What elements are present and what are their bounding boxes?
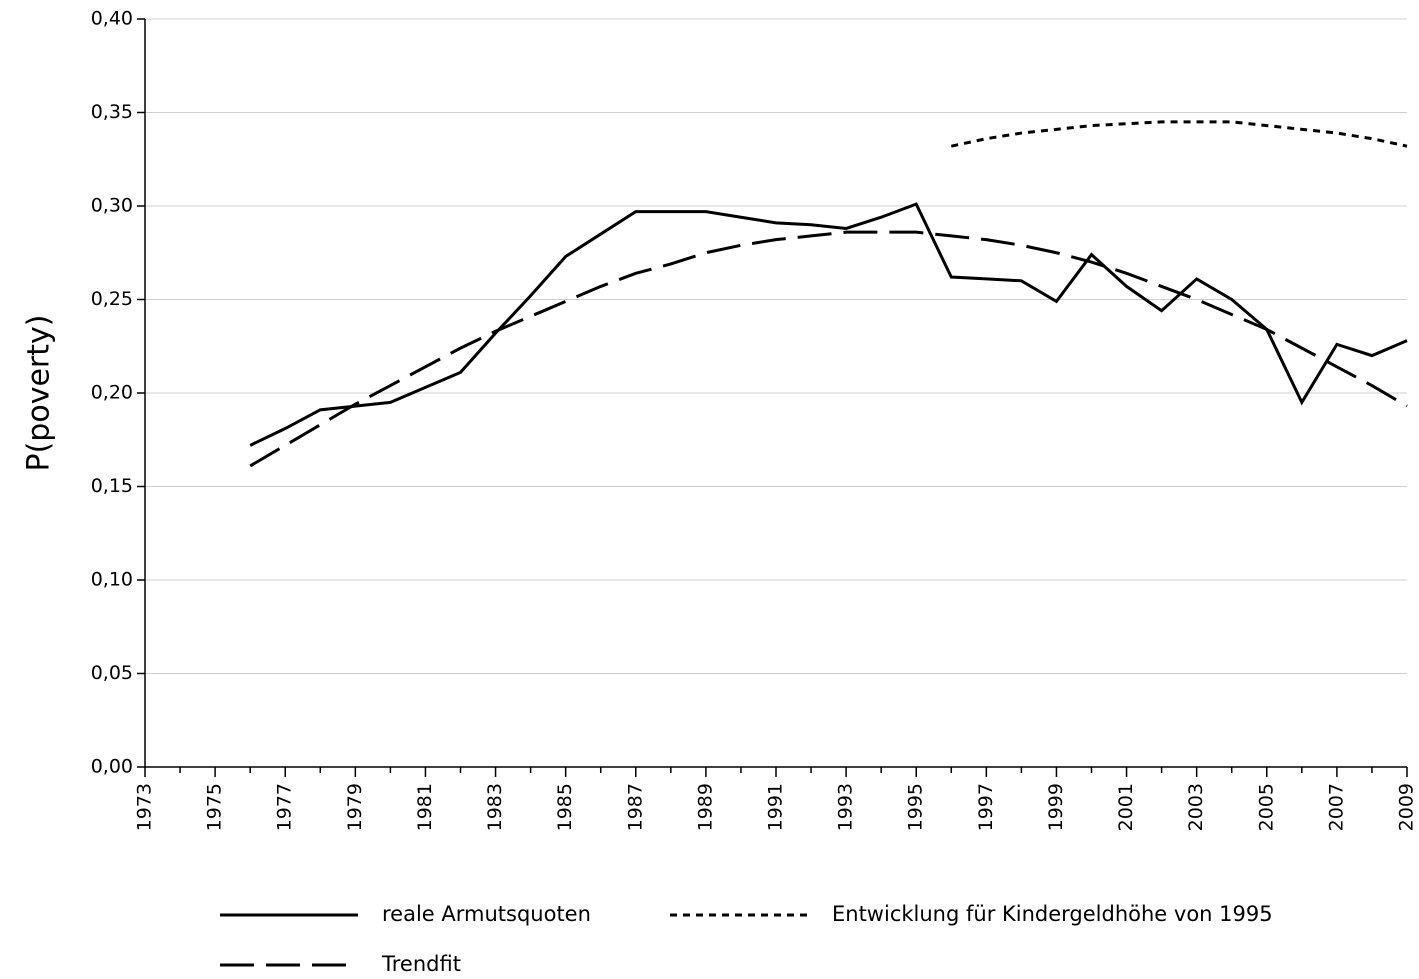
y-tick-label: 0,20 [91, 382, 133, 404]
y-tick-label: 0,00 [91, 756, 133, 778]
y-tick-label: 0,30 [91, 195, 133, 217]
series-line [249, 202, 1408, 447]
x-tick-label: 1997 [975, 783, 997, 831]
x-tick-label: 1993 [835, 783, 857, 831]
x-tick-label: 1979 [344, 783, 366, 831]
y-tick-label: 0,10 [91, 569, 133, 591]
legend-label: Entwicklung für Kindergeldhöhe von 1995 [832, 902, 1273, 926]
x-tick-label: 2009 [1396, 783, 1418, 831]
x-tick-label: 2005 [1255, 783, 1277, 831]
x-tick-label: 2007 [1325, 783, 1347, 831]
legend-label: Trendfit [381, 952, 461, 976]
x-tick-label: 1989 [694, 783, 716, 831]
x-tick-label: 1985 [554, 783, 576, 831]
x-tick-label: 1983 [484, 783, 506, 831]
x-tick-label: 1981 [414, 783, 436, 831]
y-tick-label: 0,05 [91, 662, 133, 684]
y-tick-label: 0,40 [91, 8, 133, 30]
legend-label: reale Armutsquoten [382, 902, 591, 926]
x-tick-label: 1995 [905, 783, 927, 831]
series-line [249, 230, 1408, 468]
x-tick-label: 1977 [274, 783, 296, 831]
x-tick-label: 1973 [134, 783, 156, 831]
x-tick-label: 1999 [1045, 783, 1067, 831]
x-tick-label: 2003 [1185, 783, 1207, 831]
series-line [950, 120, 1408, 148]
y-axis-label: P(poverty) [22, 315, 57, 472]
x-tick-label: 2001 [1115, 783, 1137, 831]
x-tick-label: 1987 [624, 783, 646, 831]
y-tick-label: 0,15 [91, 475, 133, 497]
y-tick-label: 0,25 [91, 288, 133, 310]
y-tick-label: 0,35 [91, 101, 133, 123]
x-tick-label: 1975 [204, 783, 226, 831]
x-tick-label: 1991 [765, 783, 787, 831]
